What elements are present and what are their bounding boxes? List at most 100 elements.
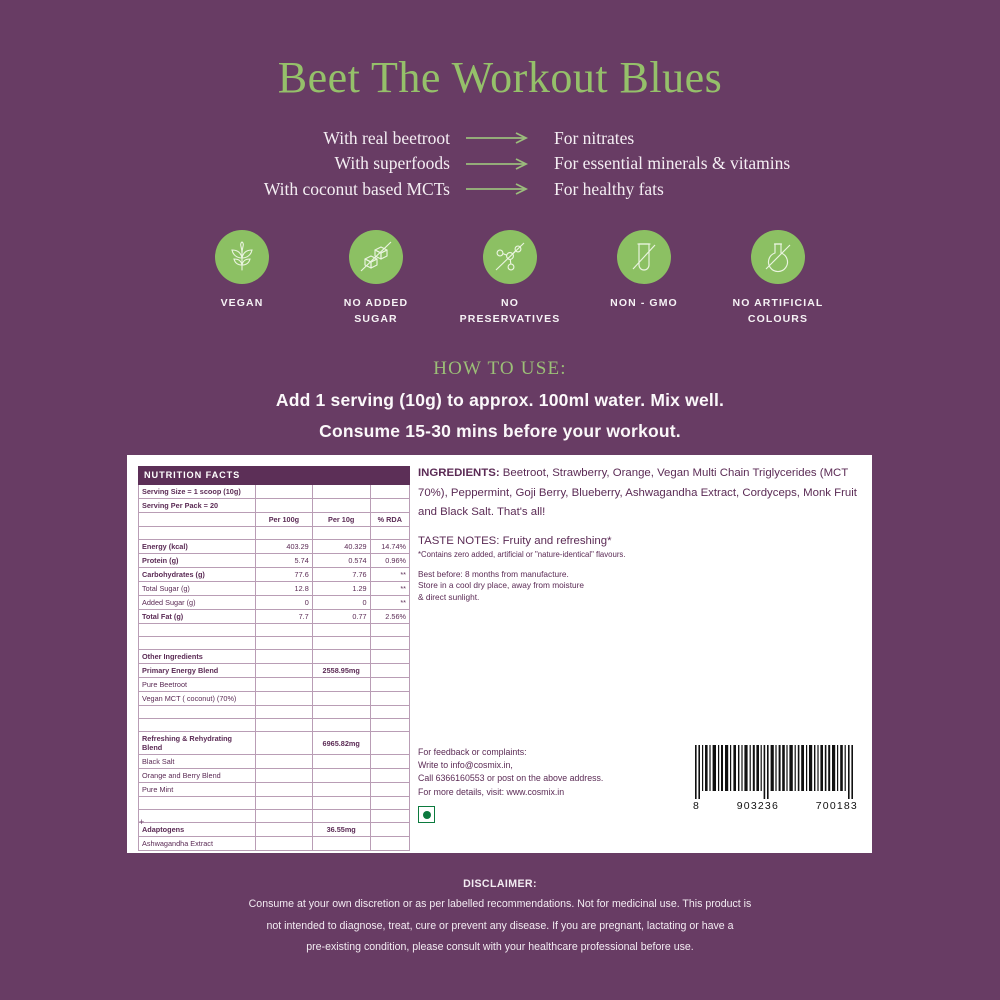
cell-empty xyxy=(369,718,411,732)
blend-amount: 6965.82mg xyxy=(311,731,371,755)
row-per-10g: 0.574 xyxy=(311,553,371,568)
cell-empty xyxy=(369,809,411,823)
cell-empty xyxy=(137,636,257,650)
cell-empty xyxy=(255,526,313,540)
cell-empty xyxy=(369,498,411,513)
serving-per-pack: Serving Per Pack = 20 xyxy=(137,498,257,513)
badge-circle xyxy=(483,230,537,284)
cell-empty xyxy=(255,782,313,797)
cell-empty xyxy=(311,484,371,499)
serving-size: Serving Size = 1 scoop (10g) xyxy=(137,484,257,499)
badge-circle xyxy=(349,230,403,284)
cell-empty xyxy=(311,809,371,823)
blend-item: Pure Mint xyxy=(137,782,257,797)
table-row: Pure Beetroot xyxy=(137,677,411,692)
cell-empty xyxy=(137,526,257,540)
blend-item: Vegan MCT ( coconut) (70%) xyxy=(137,691,257,706)
cell-empty xyxy=(369,754,411,769)
row-per-100g: 12.8 xyxy=(255,581,313,596)
taste-notes-value: Fruity and refreshing* xyxy=(499,534,612,547)
column-header-per-10g: Per 10g xyxy=(311,512,371,527)
disclaimer-body: Consume at your own discretion or as per… xyxy=(150,894,850,959)
row-per-100g: 7.7 xyxy=(255,609,313,624)
arrow-right-icon xyxy=(466,132,529,145)
table-spacer-row xyxy=(137,623,411,637)
cell-empty xyxy=(311,718,371,732)
cell-empty xyxy=(369,677,411,692)
table-row: Protein (g) 5.74 0.574 0.96% xyxy=(137,553,411,568)
row-label: Carbohydrates (g) xyxy=(137,567,257,582)
blend-item: Black Salt xyxy=(137,754,257,769)
row-label: Added Sugar (g) xyxy=(137,595,257,610)
badge-label: NO ARTIFICIAL COLOURS xyxy=(732,297,824,325)
cell-empty xyxy=(311,498,371,513)
cell-empty xyxy=(255,498,313,513)
blend-item: Ashwagandha Extract xyxy=(137,836,257,851)
table-row: Primary Energy Blend 2558.95mg xyxy=(137,663,411,678)
cell-empty xyxy=(255,677,313,692)
table-row: Total Fat (g) 7.7 0.77 2.56% xyxy=(137,609,411,624)
row-rda: 14.74% xyxy=(369,539,411,554)
cell-empty xyxy=(255,768,313,783)
cell-empty xyxy=(369,663,411,678)
taste-notes-block: TASTE NOTES: Fruity and refreshing* xyxy=(418,535,858,547)
table-row: Serving Per Pack = 20 xyxy=(137,498,411,513)
cell-empty xyxy=(369,782,411,797)
table-row: Vegan MCT ( coconut) (70%) xyxy=(137,691,411,706)
row-rda: ** xyxy=(369,595,411,610)
list-item: With real beetroot For nitrates xyxy=(180,126,840,151)
badge-label: NO PRESERVATIVES xyxy=(459,297,561,325)
table-row: Ashwagandha Extract xyxy=(137,836,411,851)
cell-empty xyxy=(369,691,411,706)
how-to-use-line-1: Add 1 serving (10g) to approx. 100ml wat… xyxy=(275,390,725,410)
cell-empty xyxy=(255,796,313,810)
row-rda: ** xyxy=(369,567,411,582)
feedback-email: Write to info@cosmix.in, xyxy=(418,760,513,771)
leaf-plant-icon xyxy=(231,241,253,271)
cell-empty xyxy=(369,731,411,755)
ingredients-heading: INGREDIENTS: xyxy=(418,467,500,479)
cell-empty xyxy=(255,705,313,719)
cell-empty xyxy=(369,484,411,499)
table-row: Other Ingredients xyxy=(137,649,411,664)
row-rda: 0.96% xyxy=(369,553,411,568)
column-header-per-100g: Per 100g xyxy=(255,512,313,527)
benefit-value: For nitrates xyxy=(554,127,635,148)
table-row: Orange and Berry Blend xyxy=(137,768,411,783)
row-per-100g: 5.74 xyxy=(255,553,313,568)
flask-crossed-icon xyxy=(765,243,791,273)
blend-item: Orange and Berry Blend xyxy=(137,768,257,783)
badge-vegan: VEGAN xyxy=(180,230,304,311)
row-per-100g: 403.29 xyxy=(255,539,313,554)
column-header-rda: % RDA xyxy=(369,512,411,527)
arrow-right-icon xyxy=(466,157,529,170)
molecule-crossed-icon xyxy=(495,242,525,271)
table-spacer-row xyxy=(137,705,411,719)
table-footnote: + xyxy=(139,817,145,827)
table-column-headers: Per 100g Per 10g % RDA xyxy=(137,512,411,527)
cell-empty xyxy=(369,526,411,540)
blend-amount: 2558.95mg xyxy=(311,663,371,678)
cell-empty xyxy=(137,809,257,823)
badge-circle xyxy=(215,230,269,284)
badge-no-preservatives: NO PRESERVATIVES xyxy=(448,230,572,327)
cell-empty xyxy=(369,623,411,637)
cell-empty xyxy=(369,705,411,719)
feedback-heading: For feedback or complaints: xyxy=(418,747,527,757)
cell-empty xyxy=(255,809,313,823)
storage-line-2: Store in a cool dry place, away from moi… xyxy=(418,580,585,591)
ingredients-text: Beetroot, Strawberry, Orange, Vegan Mult… xyxy=(418,467,857,519)
cell-empty xyxy=(255,484,313,499)
table-row: Total Sugar (g) 12.8 1.29 ** xyxy=(137,581,411,596)
badge-label: VEGAN xyxy=(220,297,264,309)
barcode-digit-left: 8 xyxy=(693,800,701,812)
feedback-phone: Call 6366160553 or post on the above add… xyxy=(418,773,604,784)
badge-non-gmo: NON - GMO xyxy=(582,230,706,311)
benefits-list: With real beetroot For nitrates With sup… xyxy=(180,126,840,203)
table-row: Pure Mint xyxy=(137,782,411,797)
disclaimer-line-3: pre-existing condition, please consult w… xyxy=(306,941,694,953)
cell-empty xyxy=(255,691,313,706)
cell-empty xyxy=(369,636,411,650)
row-per-10g: 7.76 xyxy=(311,567,371,582)
table-header-row: NUTRITION FACTS xyxy=(138,466,410,485)
